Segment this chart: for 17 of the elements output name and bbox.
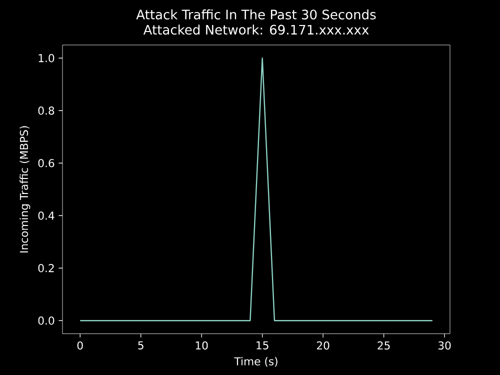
y-tick-label: 0.6 <box>38 159 54 168</box>
chart-title: Attack Traffic In The Past 30 Seconds <box>136 9 376 20</box>
x-tick-label: 25 <box>378 341 390 350</box>
x-tick-label: 20 <box>316 341 330 350</box>
chart-subtitle: Attacked Network: 69.171.xxx.xxx <box>143 24 369 35</box>
x-tick-label: 30 <box>438 341 451 350</box>
x-tick-label: 15 <box>256 341 268 350</box>
y-tick-label: 0.8 <box>38 106 54 115</box>
x-axis-title: Time (s) <box>234 357 278 367</box>
y-tick-label: 0.2 <box>38 264 54 272</box>
x-tick-label: 10 <box>196 341 208 350</box>
x-tick-label: 5 <box>138 341 144 350</box>
x-tick-label: 0 <box>77 341 83 350</box>
y-tick-label: 1.0 <box>38 54 54 62</box>
y-tick-label: 0.4 <box>38 212 54 220</box>
y-axis-title: Incoming Traffic (MBPS) <box>20 126 30 252</box>
y-tick-label: 0.0 <box>38 316 54 325</box>
